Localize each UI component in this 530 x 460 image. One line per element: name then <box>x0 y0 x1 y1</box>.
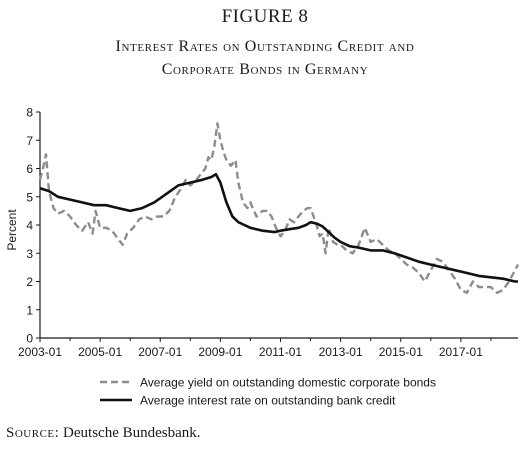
y-axis-label: Percent <box>5 209 19 251</box>
x-tick-label: 2009-01 <box>198 345 242 359</box>
x-tick-label: 2015-01 <box>379 345 423 359</box>
y-tick-label: 2 <box>26 275 33 289</box>
y-tick-label: 1 <box>26 303 33 317</box>
x-tick-label: 2003-01 <box>18 345 62 359</box>
y-tick-label: 4 <box>26 219 33 233</box>
chart-axes <box>39 112 518 339</box>
chart-title-line-1: Interest Rates on Outstanding Credit and <box>115 38 415 55</box>
chart-title-line-2: Corporate Bonds in Germany <box>161 61 369 78</box>
plot-lines <box>38 122 520 294</box>
series-line-bank-credit <box>39 172 518 283</box>
source-text: Deutsche Bundesbank. <box>63 425 201 441</box>
x-tick-label: 2007-01 <box>138 345 182 359</box>
y-tick-label: 3 <box>26 247 33 261</box>
y-axis-ticks: 0 1 2 3 4 5 6 7 8 <box>26 106 40 346</box>
source-note: Source: Deutsche Bundesbank. <box>6 425 201 442</box>
x-axis-ticks: 2003-01 2005-01 2007-01 2009-01 2011-01 2013-… <box>18 338 492 359</box>
y-tick-label: 7 <box>26 134 33 148</box>
legend: Average yield on outstanding domestic co… <box>100 376 436 408</box>
y-tick-label: 8 <box>26 106 33 120</box>
figure-label: FIGURE 8 <box>221 6 309 27</box>
source-label: Source: <box>6 425 60 441</box>
y-tick-label: 5 <box>26 190 33 204</box>
legend-label-bank-credit: Average interest rate on outstanding ban… <box>140 394 396 408</box>
series-line-corporate-bonds <box>38 122 520 294</box>
x-tick-label: 2011-01 <box>259 345 302 359</box>
x-tick-label: 2017-01 <box>439 345 483 359</box>
legend-label-bonds: Average yield on outstanding domestic co… <box>140 376 436 390</box>
y-tick-label: 6 <box>26 162 33 176</box>
x-tick-label: 2005-01 <box>78 345 122 359</box>
y-tick-label: 0 <box>26 332 33 346</box>
x-tick-label: 2013-01 <box>319 345 363 359</box>
